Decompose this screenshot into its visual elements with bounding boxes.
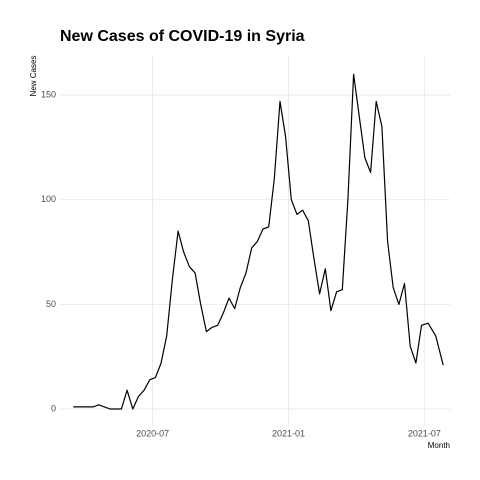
x-tick-label: 2021-07 <box>408 428 441 438</box>
data-line <box>73 73 444 410</box>
y-tick-label: 150 <box>41 89 56 99</box>
x-axis-label: Month <box>428 441 450 450</box>
y-tick-label: 0 <box>51 403 56 413</box>
y-axis-label: New Cases <box>29 56 38 97</box>
y-tick-label: 50 <box>46 299 56 309</box>
x-tick-label: 2020-07 <box>136 428 169 438</box>
chart-title: New Cases of COVID-19 in Syria <box>60 28 305 45</box>
y-tick-label: 100 <box>41 194 56 204</box>
x-tick-label: 2021-01 <box>272 428 305 438</box>
